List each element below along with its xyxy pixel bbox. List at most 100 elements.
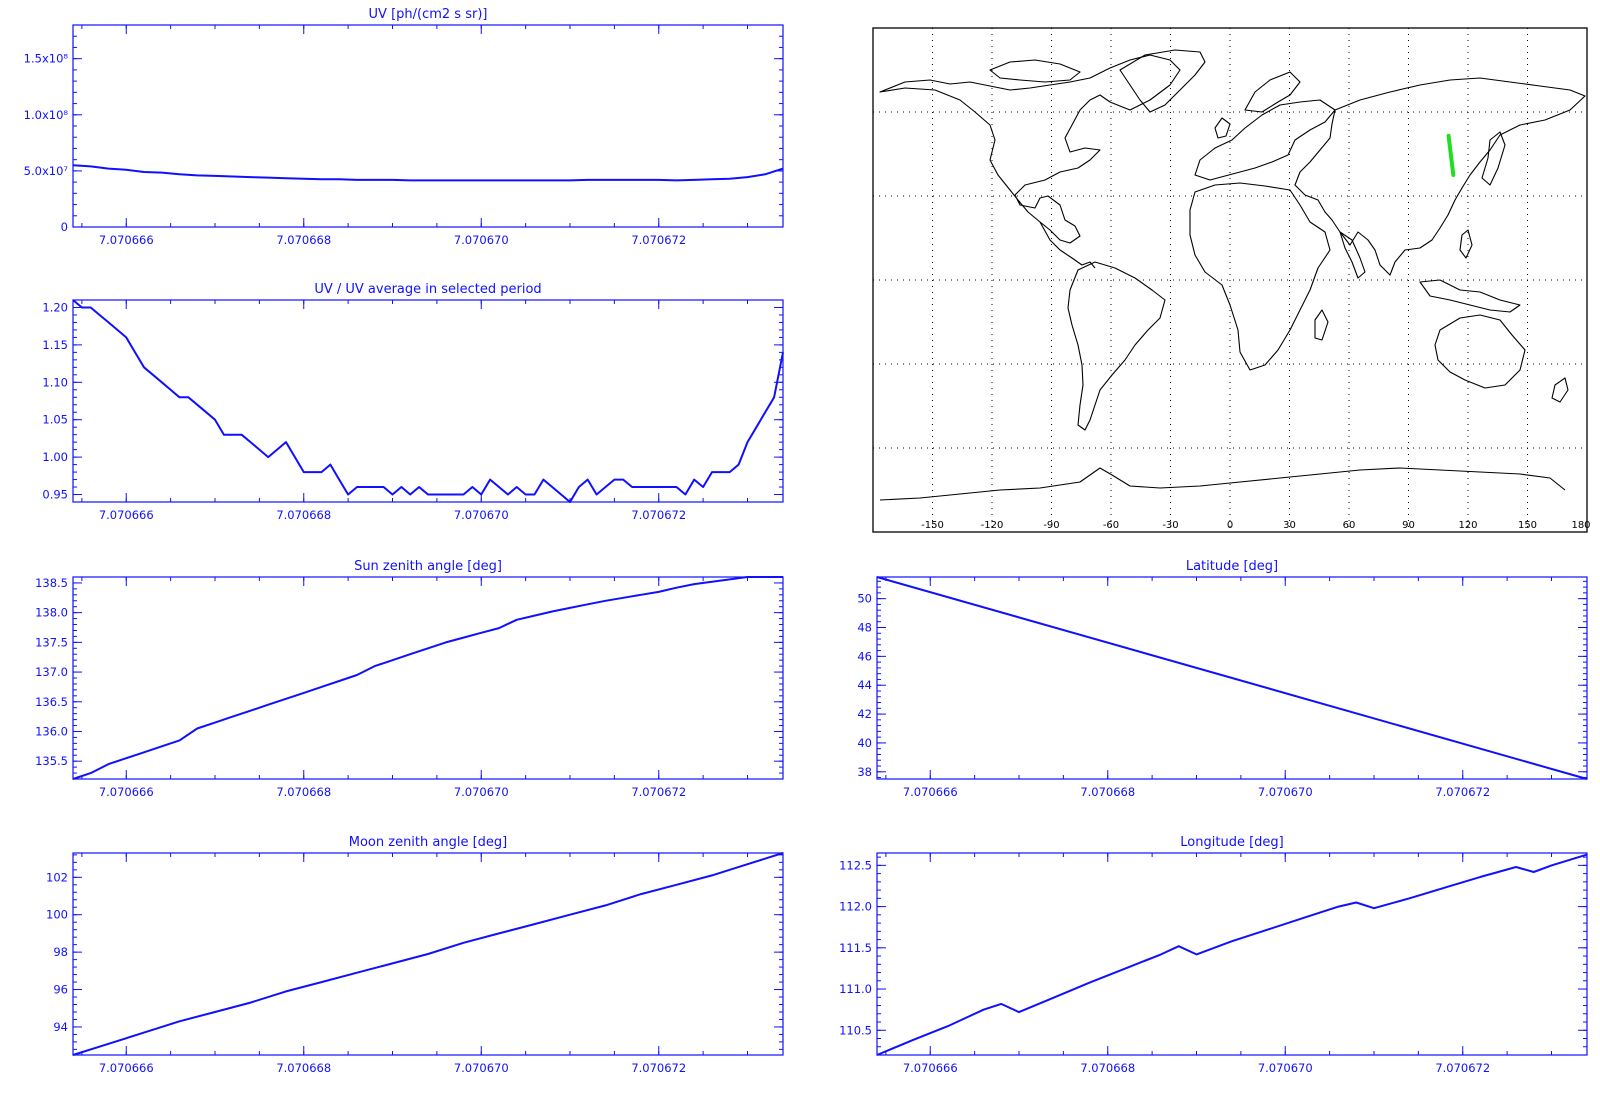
x-tick-label: 7.070672 — [631, 785, 686, 799]
coast-south-america — [1067, 261, 1166, 431]
track-segment — [1446, 133, 1456, 177]
x-tick-label: 7.070666 — [99, 1061, 154, 1075]
coast-antarctica — [879, 467, 1566, 501]
y-tick-label: 110.5 — [839, 1023, 872, 1037]
x-tick-label: 7.070670 — [454, 233, 509, 247]
y-tick-label: 38 — [857, 765, 872, 779]
coast-scandinavia — [1244, 71, 1301, 113]
series-line — [72, 164, 784, 182]
y-tick-label: 1.10 — [42, 375, 68, 389]
coast-asia — [1294, 77, 1586, 276]
x-tick-label: 7.070666 — [99, 233, 154, 247]
y-tick-label: 137.0 — [35, 665, 68, 679]
x-tick-label: 7.070672 — [631, 233, 686, 247]
chart-title: Moon zenith angle [deg] — [349, 835, 507, 850]
y-tick-label: 136.0 — [35, 724, 68, 738]
y-tick-label: 96 — [53, 983, 68, 997]
longitude-tick-label: 0 — [1227, 520, 1233, 531]
x-tick-label: 7.070668 — [1080, 785, 1135, 799]
x-tick-label: 7.070666 — [99, 785, 154, 799]
coast-madagascar — [1314, 309, 1329, 341]
map-grid — [873, 28, 1587, 532]
y-tick-label: 5.0x10⁷ — [24, 164, 69, 178]
longitude-tick-label: 30 — [1283, 520, 1296, 531]
y-tick-label: 100 — [46, 908, 68, 922]
y-tick-label: 1.5x10⁸ — [24, 52, 69, 66]
plot-frame — [72, 576, 784, 780]
x-tick-label: 7.070666 — [903, 785, 958, 799]
y-tick-label: 50 — [857, 592, 872, 606]
world-map: -150 -120 -90 -60 -30 0 30 60 90 120 150 180 — [872, 27, 1591, 533]
longitude-tick-label: 60 — [1343, 520, 1356, 531]
x-tick-label: 7.070668 — [276, 508, 331, 522]
y-tick-label: 112.5 — [839, 858, 872, 872]
charts: UV [ph/(cm2 s sr)] 0 5.0x10⁷ 1.0x10⁸ 1.5x10⁸… — [24, 7, 1588, 1075]
plot-frame — [876, 576, 1588, 780]
coast-north-america — [879, 54, 1181, 244]
x-tick-label: 7.070666 — [903, 1061, 958, 1075]
x-tick-label: 7.070666 — [99, 508, 154, 522]
y-tick-label: 40 — [857, 736, 872, 750]
y-tick-label: 112.0 — [839, 900, 872, 914]
plot-frame — [876, 852, 1588, 1056]
coast-arctic-islands — [989, 59, 1081, 83]
x-tick-label: 7.070670 — [1258, 785, 1313, 799]
chart-title: UV [ph/(cm2 s sr)] — [369, 7, 488, 22]
chart-latitude: Latitude [deg] 38 40 42 44 46 48 50 7.070666 7.07… — [857, 559, 1588, 799]
x-tick-label: 7.070672 — [1435, 1061, 1490, 1075]
chart-moon-zenith: Moon zenith angle [deg] 94 96 98 100 102 7.070… — [46, 835, 784, 1075]
plot-frame — [72, 24, 784, 228]
longitude-tick-label: -90 — [1043, 520, 1059, 531]
chart-sun-zenith: Sun zenith angle [deg] 135.5 136.0 136.5 137… — [35, 559, 784, 799]
y-tick-label: 1.00 — [42, 450, 68, 464]
y-tick-label: 0.95 — [42, 488, 68, 502]
y-tick-label: 1.05 — [42, 413, 68, 427]
y-tick-label: 102 — [46, 870, 68, 884]
y-tick-label: 0 — [61, 220, 68, 234]
chart-longitude: Longitude [deg] 110.5 111.0 111.5 112.0 112.5… — [839, 835, 1588, 1075]
coast-india — [1339, 231, 1366, 279]
x-tick-label: 7.070668 — [276, 233, 331, 247]
x-tick-label: 7.070670 — [454, 1061, 509, 1075]
map-coastlines — [879, 49, 1586, 501]
coast-africa — [1189, 182, 1331, 371]
chart-title: Latitude [deg] — [1186, 559, 1278, 574]
longitude-tick-label: 150 — [1518, 520, 1537, 531]
y-tick-label: 111.5 — [839, 941, 872, 955]
y-tick-label: 46 — [857, 649, 872, 663]
x-tick-label: 7.070672 — [1435, 785, 1490, 799]
longitude-tick-label: 90 — [1402, 520, 1415, 531]
x-tick-label: 7.070668 — [276, 785, 331, 799]
x-tick-label: 7.070672 — [631, 1061, 686, 1075]
coast-philippines — [1459, 229, 1473, 259]
coast-new-zealand — [1551, 377, 1569, 403]
satellite-track — [1446, 133, 1456, 177]
y-tick-label: 98 — [53, 945, 68, 959]
coast-central-america — [1039, 221, 1096, 269]
coast-southeast-islands — [1419, 279, 1521, 313]
coast-australia — [1434, 314, 1526, 389]
longitude-tick-label: 180 — [1571, 520, 1590, 531]
y-tick-label: 136.5 — [35, 695, 68, 709]
chart-title: Sun zenith angle [deg] — [354, 559, 502, 574]
chart-title: Longitude [deg] — [1180, 835, 1283, 850]
series-line — [72, 852, 784, 1056]
coast-british-isles — [1214, 117, 1231, 139]
y-tick-label: 48 — [857, 621, 872, 635]
coast-europe — [1194, 99, 1336, 181]
longitude-tick-label: -150 — [921, 520, 944, 531]
x-tick-label: 7.070670 — [1258, 1061, 1313, 1075]
coast-greenland — [1119, 49, 1206, 113]
chart-title: UV / UV average in selected period — [314, 282, 541, 297]
chart-uv: UV [ph/(cm2 s sr)] 0 5.0x10⁷ 1.0x10⁸ 1.5x10⁸… — [24, 7, 784, 247]
longitude-tick-label: -30 — [1162, 520, 1178, 531]
x-tick-label: 7.070668 — [1080, 1061, 1135, 1075]
series-line — [876, 576, 1588, 780]
y-tick-label: 137.5 — [35, 635, 68, 649]
x-tick-label: 7.070670 — [454, 508, 509, 522]
map-longitude-ticks: -150 -120 -90 -60 -30 0 30 60 90 120 150 180 — [921, 520, 1590, 531]
y-tick-label: 44 — [857, 678, 872, 692]
y-tick-label: 138.5 — [35, 576, 68, 590]
series-line — [72, 299, 784, 503]
